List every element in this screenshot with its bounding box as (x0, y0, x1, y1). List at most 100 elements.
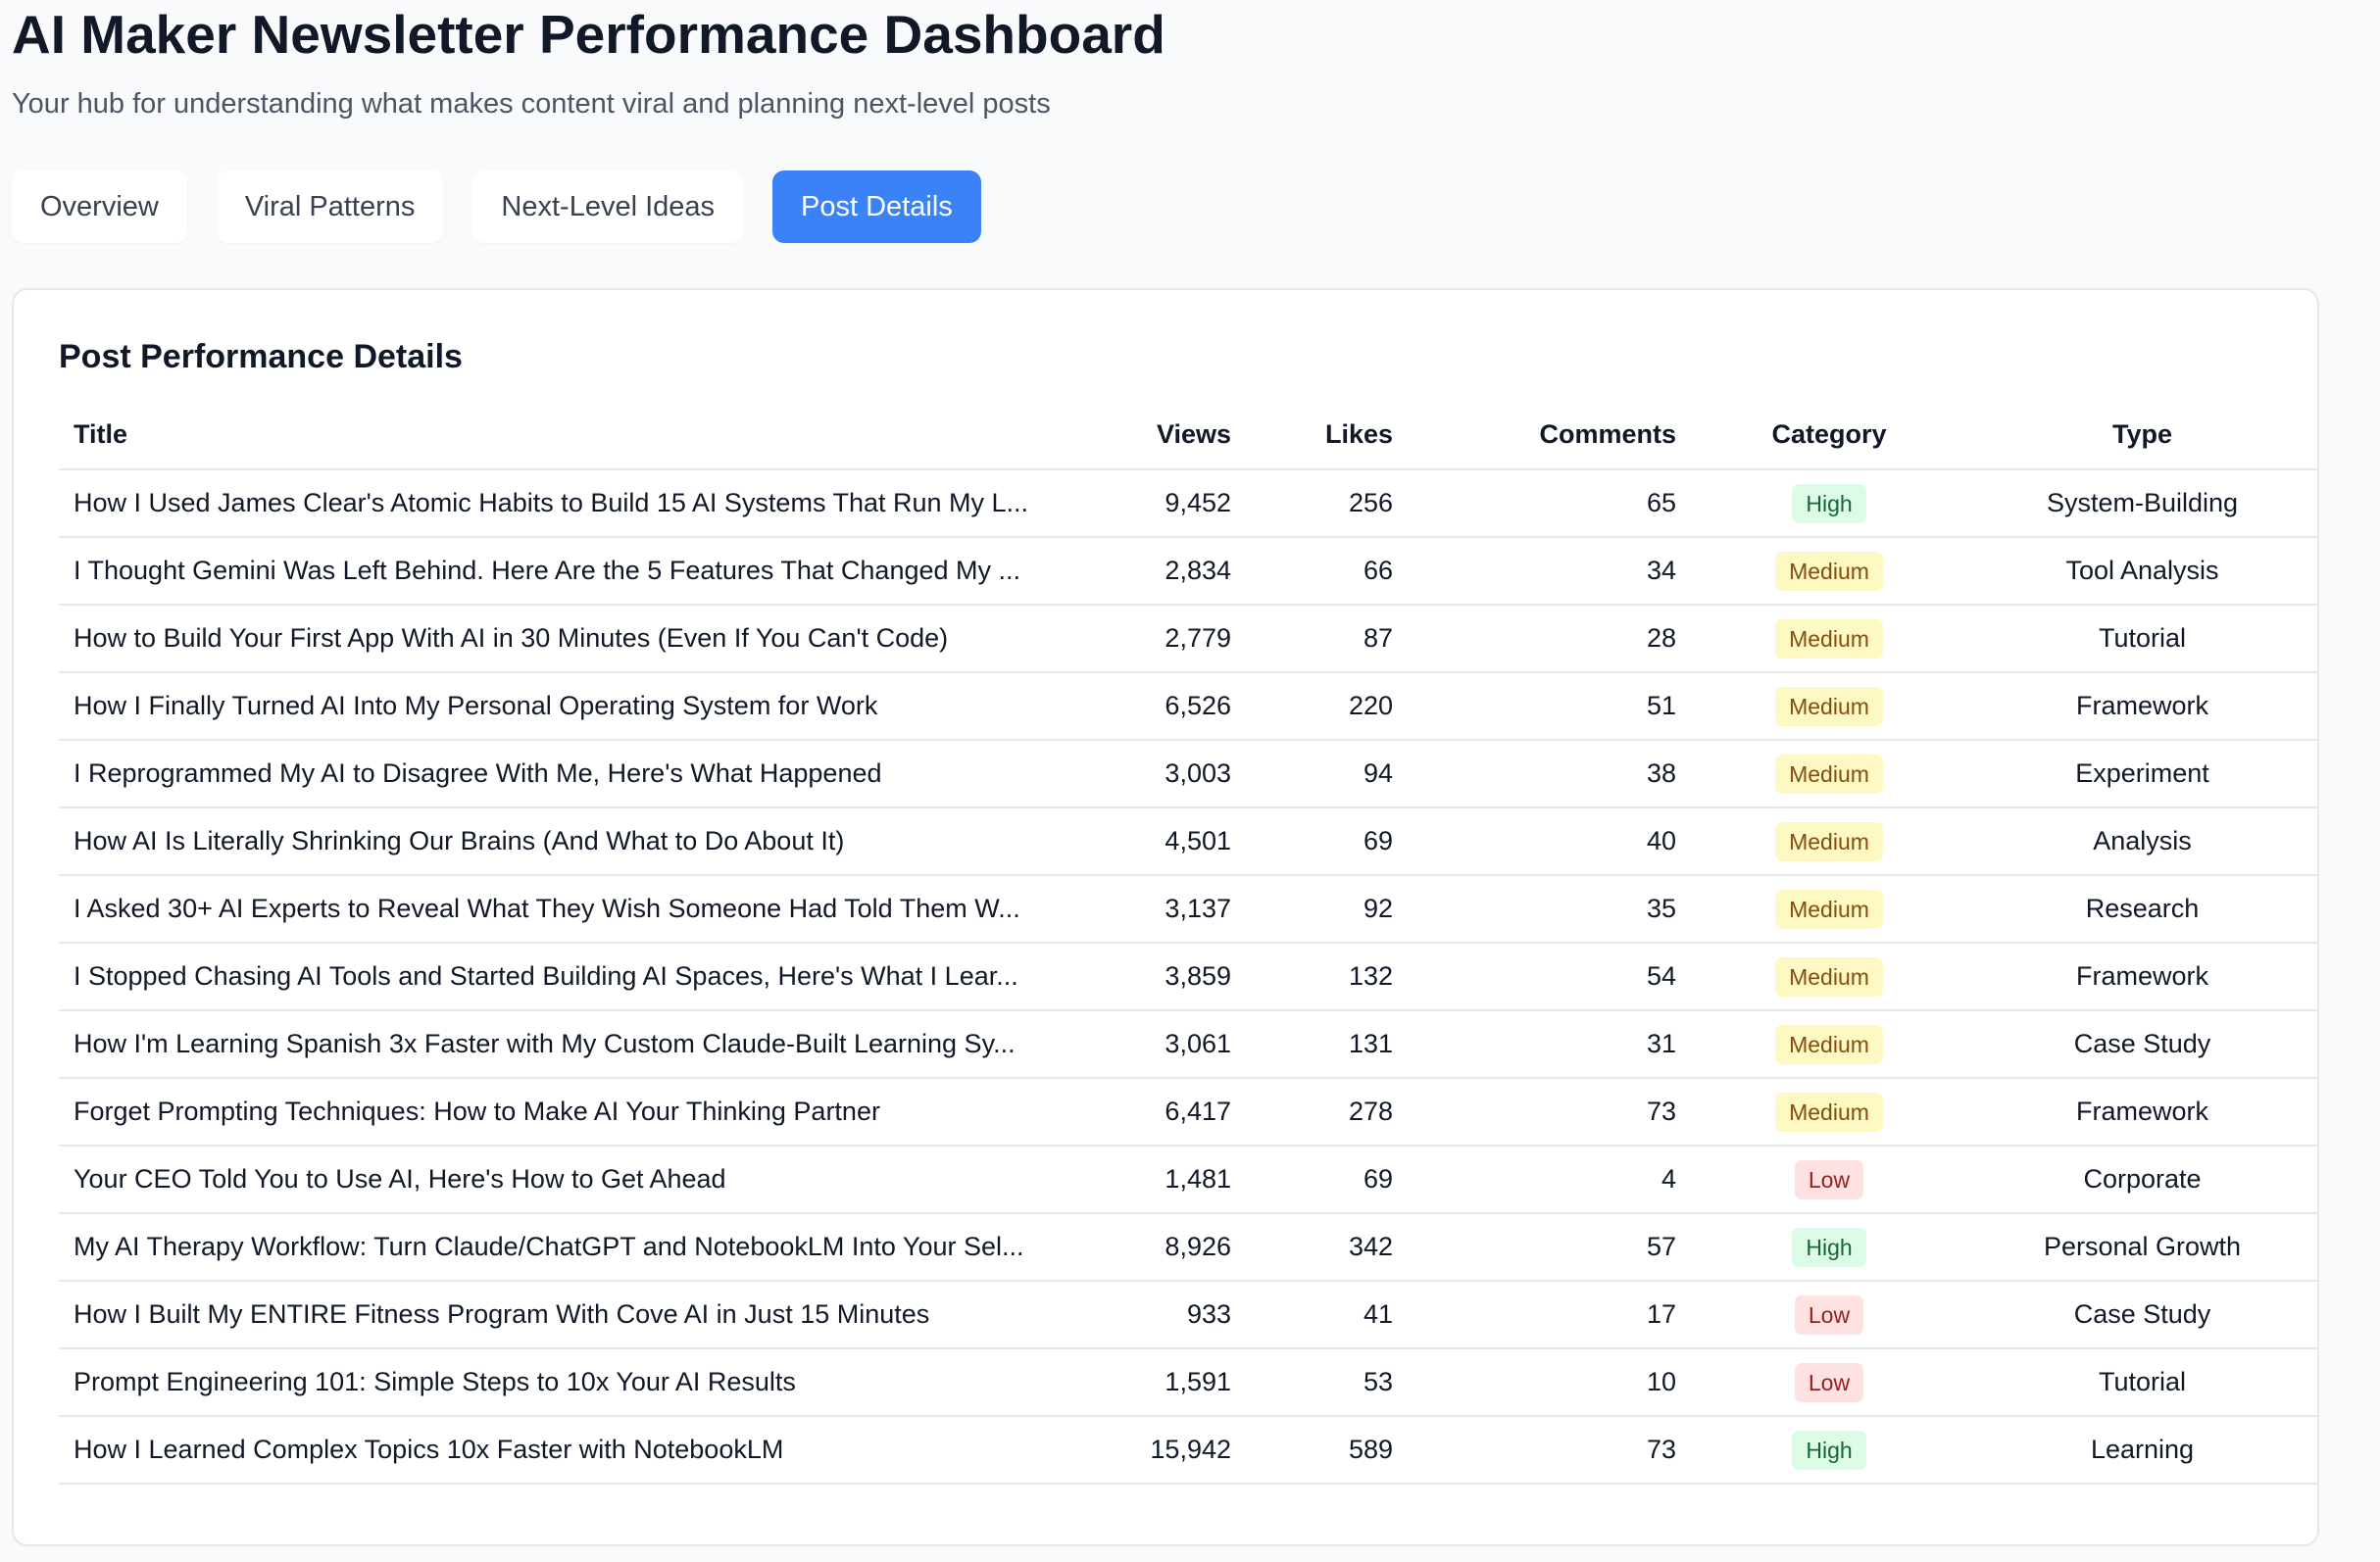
post-category-cell: High (1691, 1416, 1967, 1485)
post-category-cell: Medium (1691, 807, 1967, 876)
tab-overview[interactable]: Overview (12, 171, 187, 243)
page-title: AI Maker Newsletter Performance Dashboar… (12, 4, 1165, 65)
column-header-comments[interactable]: Comments (1408, 400, 1691, 470)
post-views-cell: 6,526 (1084, 672, 1246, 741)
category-badge: Medium (1775, 551, 1883, 591)
posts-table: Title Views Likes Comments Category Type… (59, 400, 2317, 1485)
table-row[interactable]: How I'm Learning Spanish 3x Faster with … (59, 1010, 2317, 1079)
post-likes-cell: 256 (1246, 469, 1408, 538)
table-row[interactable]: My AI Therapy Workflow: Turn Claude/Chat… (59, 1213, 2317, 1282)
column-header-title[interactable]: Title (59, 400, 1084, 470)
table-row[interactable]: Prompt Engineering 101: Simple Steps to … (59, 1348, 2317, 1417)
post-likes-cell: 41 (1246, 1281, 1408, 1349)
category-badge: Medium (1775, 956, 1883, 997)
post-type-cell: Case Study (1967, 1281, 2317, 1349)
post-comments-cell: 51 (1408, 672, 1691, 741)
category-badge: Medium (1775, 1024, 1883, 1064)
column-header-type[interactable]: Type (1967, 400, 2317, 470)
post-category-cell: Medium (1691, 672, 1967, 741)
post-views-cell: 933 (1084, 1281, 1246, 1349)
post-title-cell: I Thought Gemini Was Left Behind. Here A… (59, 537, 1084, 606)
post-title-cell: How I'm Learning Spanish 3x Faster with … (59, 1010, 1084, 1079)
table-row[interactable]: How I Finally Turned AI Into My Personal… (59, 672, 2317, 741)
category-badge: High (1792, 483, 1866, 523)
post-type-cell: Tutorial (1967, 1348, 2317, 1417)
post-likes-cell: 131 (1246, 1010, 1408, 1079)
post-views-cell: 4,501 (1084, 807, 1246, 876)
post-likes-cell: 69 (1246, 1146, 1408, 1214)
posts-table-body: How I Used James Clear's Atomic Habits t… (59, 469, 2317, 1485)
post-category-cell: Low (1691, 1146, 1967, 1214)
post-views-cell: 2,779 (1084, 605, 1246, 673)
post-details-card: Post Performance Details Title Views Lik… (12, 288, 2319, 1546)
category-badge: Low (1794, 1294, 1864, 1335)
post-likes-cell: 66 (1246, 537, 1408, 606)
post-comments-cell: 38 (1408, 740, 1691, 808)
post-views-cell: 15,942 (1084, 1416, 1246, 1485)
post-title-cell: Forget Prompting Techniques: How to Make… (59, 1078, 1084, 1147)
post-comments-cell: 34 (1408, 537, 1691, 606)
table-header-row: Title Views Likes Comments Category Type (59, 400, 2317, 470)
tab-post-details[interactable]: Post Details (772, 171, 981, 243)
table-row[interactable]: How I Used James Clear's Atomic Habits t… (59, 469, 2317, 538)
post-type-cell: Corporate (1967, 1146, 2317, 1214)
post-views-cell: 1,481 (1084, 1146, 1246, 1214)
post-comments-cell: 17 (1408, 1281, 1691, 1349)
post-category-cell: Medium (1691, 1010, 1967, 1079)
post-category-cell: Low (1691, 1281, 1967, 1349)
category-badge: Low (1794, 1159, 1864, 1199)
post-likes-cell: 69 (1246, 807, 1408, 876)
post-views-cell: 8,926 (1084, 1213, 1246, 1282)
table-row[interactable]: I Stopped Chasing AI Tools and Started B… (59, 943, 2317, 1011)
post-type-cell: Analysis (1967, 807, 2317, 876)
tab-next-level-ideas[interactable]: Next-Level Ideas (472, 171, 744, 243)
category-badge: Medium (1775, 821, 1883, 861)
table-row[interactable]: I Asked 30+ AI Experts to Reveal What Th… (59, 875, 2317, 944)
post-views-cell: 3,003 (1084, 740, 1246, 808)
card-title: Post Performance Details (59, 338, 463, 375)
post-comments-cell: 4 (1408, 1146, 1691, 1214)
tab-viral-patterns[interactable]: Viral Patterns (216, 171, 444, 243)
post-category-cell: High (1691, 469, 1967, 538)
post-likes-cell: 278 (1246, 1078, 1408, 1147)
post-type-cell: Case Study (1967, 1010, 2317, 1079)
column-header-category[interactable]: Category (1691, 400, 1967, 470)
column-header-views[interactable]: Views (1084, 400, 1246, 470)
post-title-cell: How I Learned Complex Topics 10x Faster … (59, 1416, 1084, 1485)
post-likes-cell: 94 (1246, 740, 1408, 808)
table-row[interactable]: How to Build Your First App With AI in 3… (59, 605, 2317, 673)
post-comments-cell: 54 (1408, 943, 1691, 1011)
post-likes-cell: 589 (1246, 1416, 1408, 1485)
post-likes-cell: 92 (1246, 875, 1408, 944)
table-row[interactable]: How AI Is Literally Shrinking Our Brains… (59, 807, 2317, 876)
post-views-cell: 2,834 (1084, 537, 1246, 606)
post-comments-cell: 35 (1408, 875, 1691, 944)
table-row[interactable]: Forget Prompting Techniques: How to Make… (59, 1078, 2317, 1147)
post-type-cell: Framework (1967, 1078, 2317, 1147)
post-comments-cell: 10 (1408, 1348, 1691, 1417)
post-type-cell: System-Building (1967, 469, 2317, 538)
post-category-cell: Medium (1691, 1078, 1967, 1147)
table-row[interactable]: Your CEO Told You to Use AI, Here's How … (59, 1146, 2317, 1214)
post-views-cell: 9,452 (1084, 469, 1246, 538)
post-comments-cell: 73 (1408, 1078, 1691, 1147)
table-row[interactable]: I Reprogrammed My AI to Disagree With Me… (59, 740, 2317, 808)
post-type-cell: Experiment (1967, 740, 2317, 808)
post-comments-cell: 31 (1408, 1010, 1691, 1079)
table-row[interactable]: I Thought Gemini Was Left Behind. Here A… (59, 537, 2317, 606)
post-title-cell: Your CEO Told You to Use AI, Here's How … (59, 1146, 1084, 1214)
column-header-likes[interactable]: Likes (1246, 400, 1408, 470)
post-comments-cell: 28 (1408, 605, 1691, 673)
table-row[interactable]: How I Built My ENTIRE Fitness Program Wi… (59, 1281, 2317, 1349)
post-type-cell: Framework (1967, 943, 2317, 1011)
post-category-cell: Medium (1691, 740, 1967, 808)
table-row[interactable]: How I Learned Complex Topics 10x Faster … (59, 1416, 2317, 1485)
post-title-cell: How AI Is Literally Shrinking Our Brains… (59, 807, 1084, 876)
post-type-cell: Tutorial (1967, 605, 2317, 673)
post-category-cell: High (1691, 1213, 1967, 1282)
post-title-cell: How I Used James Clear's Atomic Habits t… (59, 469, 1084, 538)
post-likes-cell: 53 (1246, 1348, 1408, 1417)
post-comments-cell: 40 (1408, 807, 1691, 876)
category-badge: High (1792, 1227, 1866, 1267)
post-type-cell: Personal Growth (1967, 1213, 2317, 1282)
